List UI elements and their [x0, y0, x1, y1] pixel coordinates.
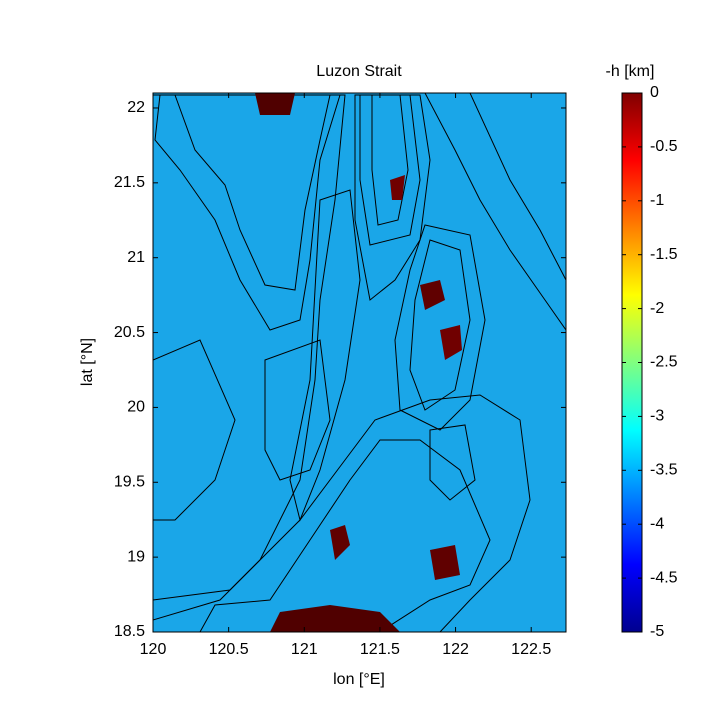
colorbar-label: -h [km] [606, 63, 655, 80]
y-tick-label: 19.5 [114, 473, 145, 490]
colorbar-tick-label: -3 [650, 408, 664, 425]
y-tick-label: 19 [127, 548, 145, 565]
bathymetry-field [153, 93, 566, 632]
y-tick-label: 22 [127, 99, 145, 116]
colorbar-tick-label: 0 [650, 84, 659, 101]
x-tick-label: 121 [291, 641, 318, 658]
x-tick-label: 122 [442, 641, 469, 658]
y-tick-label: 18.5 [114, 623, 145, 640]
colorbar-tick-label: -3.5 [650, 462, 678, 479]
y-tick-label: 20.5 [114, 324, 145, 341]
x-tick-label: 122.5 [511, 641, 551, 658]
colorbar-tick-label: -4.5 [650, 569, 678, 586]
colorbar-tick-label: -0.5 [650, 138, 678, 155]
x-tick-label: 120 [140, 641, 167, 658]
colorbar-tick-label: -1.5 [650, 246, 678, 263]
colorbar-tick-label: -2.5 [650, 354, 678, 371]
colorbar-tick-label: -4 [650, 515, 664, 532]
x-tick-label: 120.5 [209, 641, 249, 658]
y-tick-label: 20 [127, 399, 145, 416]
colorbar-tick-label: -2 [650, 300, 664, 317]
y-axis-label: lat [°N] [79, 338, 96, 386]
x-tick-label: 121.5 [360, 641, 400, 658]
colorbar-tick-label: -5 [650, 623, 664, 640]
colorbar-tick-label: -1 [650, 192, 664, 209]
y-tick-label: 21 [127, 249, 145, 266]
chart-title: Luzon Strait [316, 63, 402, 80]
plot-frame [152, 92, 567, 633]
y-tick-label: 21.5 [114, 174, 145, 191]
x-axis-label: lon [°E] [333, 671, 385, 688]
